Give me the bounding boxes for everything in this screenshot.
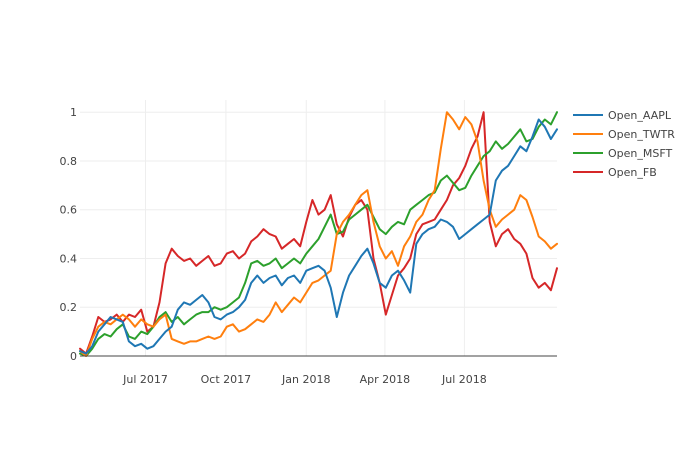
grid [80,100,557,356]
y-tick-label: 0.2 [60,301,78,314]
legend-item-open-fb[interactable]: Open_FB [573,166,657,179]
y-tick-label: 0 [70,350,77,363]
x-tick-label: Apr 2018 [360,373,411,386]
y-tick-label: 0.6 [60,204,78,217]
legend-item-open-msft[interactable]: Open_MSFT [573,147,672,160]
legend: Open_AAPL Open_TWTR Open_MSFT Open_FB [573,109,675,179]
series-line-open-aapl [79,118,558,355]
x-tick-label: Jul 2017 [122,373,168,386]
y-tick-label: 0.4 [60,252,78,265]
x-tick-label: Oct 2017 [201,373,252,386]
y-tick-label: 1 [70,106,77,119]
x-tick-label: Jan 2018 [281,373,330,386]
legend-label: Open_TWTR [608,128,675,141]
series-line-open-twtr [79,111,558,357]
legend-label: Open_MSFT [608,147,672,160]
series-line-open-fb [79,111,558,355]
legend-item-open-twtr[interactable]: Open_TWTR [573,128,675,141]
x-tick-label: Jul 2018 [441,373,487,386]
legend-label: Open_AAPL [608,109,672,122]
series-line-open-msft [79,111,558,357]
y-tick-label: 0.8 [60,155,78,168]
axes: 0 0.2 0.4 0.6 0.8 1 Jul 2017 Oct 2017 Jan 2018 Ap… [60,106,557,386]
legend-item-open-aapl[interactable]: Open_AAPL [573,109,672,122]
legend-label: Open_FB [608,166,657,179]
series-lines [79,111,558,357]
